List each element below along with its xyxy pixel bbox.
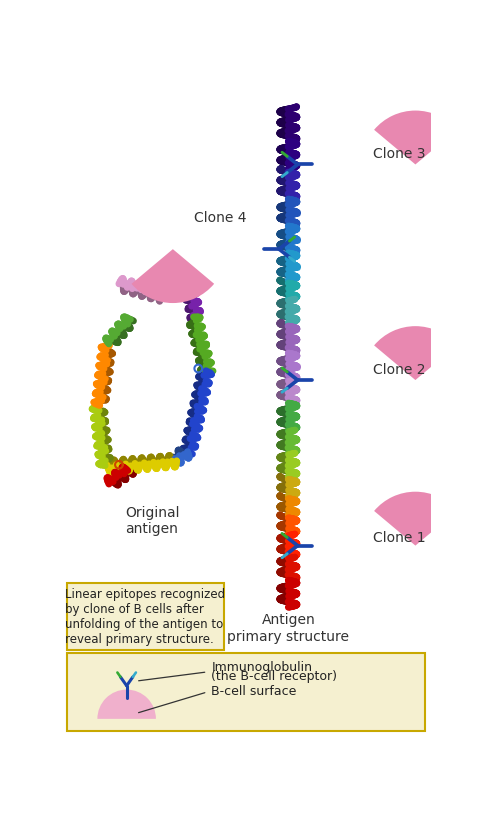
Text: Antigen
primary structure: Antigen primary structure [228, 613, 349, 644]
Wedge shape [374, 326, 456, 380]
FancyBboxPatch shape [67, 583, 224, 650]
Text: Linear epitopes recognized
by clone of B cells after
unfolding of the antigen to: Linear epitopes recognized by clone of B… [65, 588, 225, 646]
Wedge shape [97, 690, 156, 719]
Text: (the B-cell receptor): (the B-cell receptor) [211, 670, 337, 683]
Text: Clone 1: Clone 1 [373, 531, 426, 545]
Text: Original
antigen: Original antigen [125, 506, 180, 535]
Text: Clone 2: Clone 2 [373, 363, 426, 377]
Wedge shape [374, 111, 456, 164]
Text: Immunoglobulin: Immunoglobulin [211, 661, 312, 674]
Wedge shape [132, 249, 214, 303]
FancyBboxPatch shape [67, 653, 425, 731]
Text: Clone 3: Clone 3 [373, 148, 426, 162]
Wedge shape [374, 492, 456, 545]
Text: B-cell surface: B-cell surface [211, 686, 297, 699]
Text: Clone 4: Clone 4 [193, 211, 246, 225]
